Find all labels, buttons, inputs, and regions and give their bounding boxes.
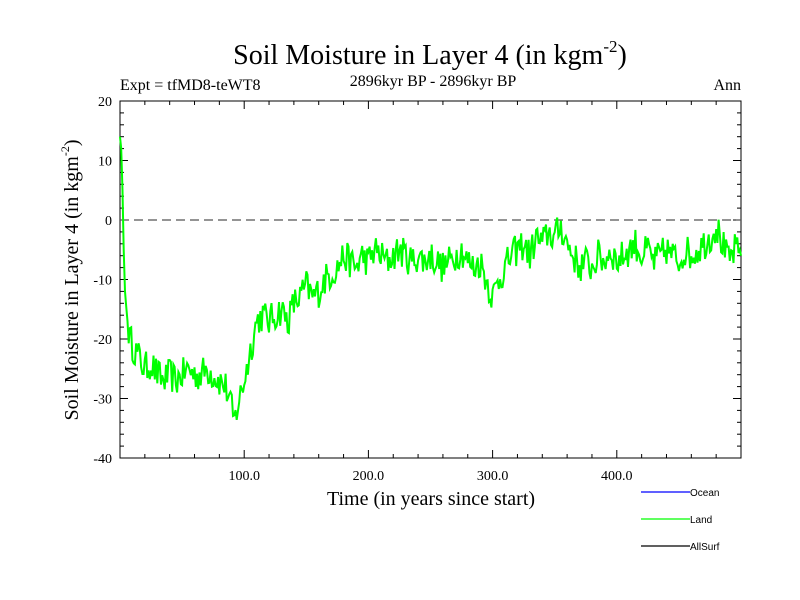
legend-item-allsurf: AllSurf <box>641 542 720 553</box>
legend-item-ocean: Ocean <box>641 488 719 499</box>
legend-label-allsurf: AllSurf <box>690 542 720 553</box>
time-range-label: 2896kyr BP - 2896kyr BP <box>350 73 517 90</box>
y-tick-label: 10 <box>98 155 112 170</box>
y-tick-label: -10 <box>93 274 112 289</box>
legend-item-land: Land <box>641 515 712 526</box>
y-tick-label: -20 <box>93 333 112 348</box>
legend-label-ocean: Ocean <box>690 488 719 499</box>
chart-title-superscript: -2 <box>603 37 617 56</box>
season-label: Ann <box>713 77 741 94</box>
x-tick-label: 400.0 <box>601 469 633 484</box>
y-tick-label: -30 <box>93 393 112 408</box>
y-axis-label-superscript: -2 <box>58 146 72 156</box>
experiment-label: Expt = tfMD8-teWT8 <box>120 77 261 94</box>
x-tick-label: 100.0 <box>228 469 260 484</box>
y-tick-labels: 20 10 0 -10 -20 -30 -40 <box>93 95 112 467</box>
x-tick-label: 200.0 <box>353 469 385 484</box>
legend: Ocean Land AllSurf <box>641 488 720 553</box>
y-axis-label: Soil Moisture in Layer 4 (in kgm-2) <box>58 139 83 420</box>
series-land-line <box>119 136 742 421</box>
legend-label-land: Land <box>690 515 712 526</box>
x-axis-label: Time (in years since start) <box>327 488 535 510</box>
y-tick-label: 20 <box>98 95 112 110</box>
y-tick-label: 0 <box>105 214 112 229</box>
plot-frame <box>119 100 742 459</box>
axis-ticks <box>119 100 742 459</box>
x-tick-label: 300.0 <box>477 469 509 484</box>
chart-title: Soil Moisture in Layer 4 (in kgm-2) <box>233 37 627 71</box>
x-tick-labels: 100.0 200.0 300.0 400.0 <box>228 469 632 484</box>
y-tick-label: -40 <box>93 452 112 467</box>
